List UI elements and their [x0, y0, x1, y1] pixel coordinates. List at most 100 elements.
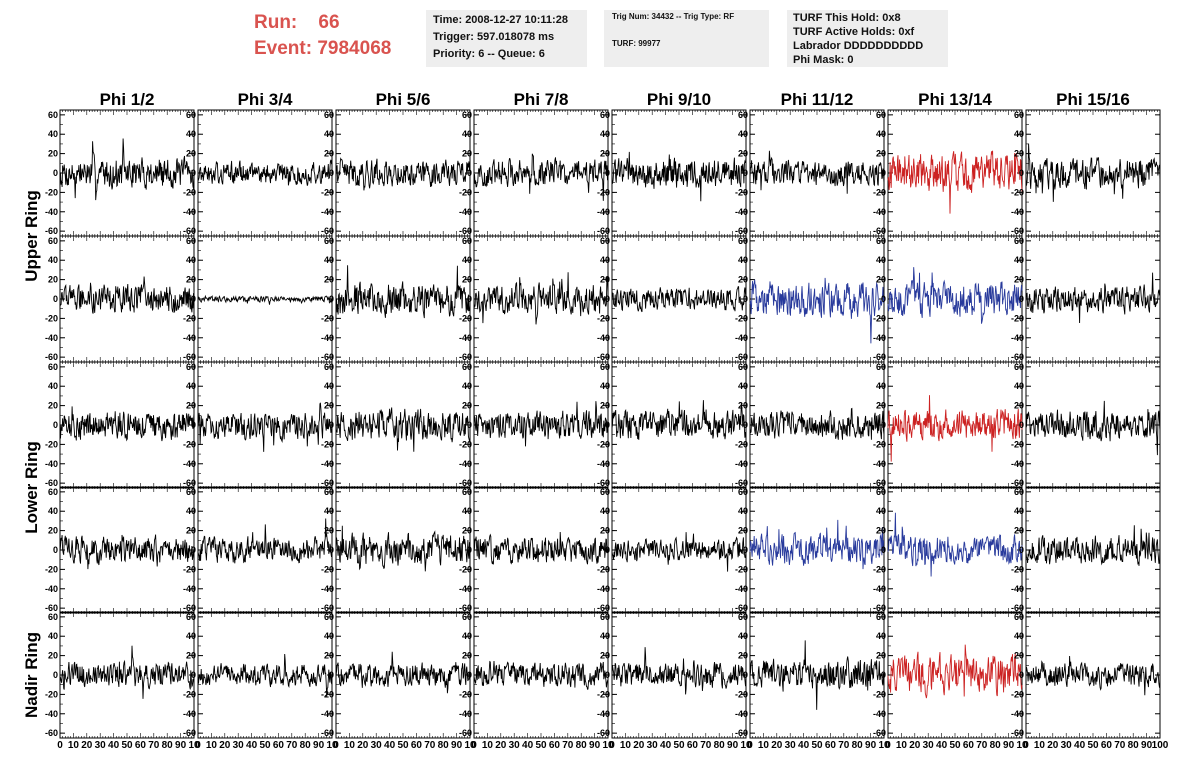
- y-tick-label: -60: [45, 352, 58, 362]
- y-tick-label: 0: [329, 420, 334, 430]
- y-tick-label: 0: [467, 670, 472, 680]
- y-tick-label: 0: [191, 294, 196, 304]
- y-tick-label: 40: [876, 129, 886, 139]
- y-tick-label: 40: [1014, 381, 1024, 391]
- waveform-trace: [59, 645, 195, 699]
- y-tick-label: -40: [1011, 584, 1024, 594]
- y-tick-label: -40: [873, 333, 886, 343]
- y-tick-label: 0: [467, 168, 472, 178]
- y-tick-label: 0: [881, 168, 886, 178]
- y-tick-label: 60: [48, 362, 58, 372]
- waveform-trace: [335, 651, 471, 694]
- y-tick-label: 0: [329, 168, 334, 178]
- y-tick-label: 60: [324, 110, 334, 120]
- y-tick-label: 0: [605, 168, 610, 178]
- y-tick-label: 20: [462, 275, 472, 285]
- y-tick-label: -40: [183, 333, 196, 343]
- run-label: Run: 66: [254, 12, 340, 34]
- y-tick-label: 20: [462, 651, 472, 661]
- y-tick-label: 60: [48, 236, 58, 246]
- y-tick-label: 0: [191, 168, 196, 178]
- y-tick-label: -20: [597, 187, 610, 197]
- y-tick-label: 60: [876, 236, 886, 246]
- y-tick-label: -40: [321, 459, 334, 469]
- y-tick-label: 60: [324, 612, 334, 622]
- waveform-trace: [197, 294, 332, 305]
- y-tick-label: 0: [53, 545, 58, 555]
- y-tick-label: 60: [600, 487, 610, 497]
- y-tick-label: -20: [873, 439, 886, 449]
- y-tick-label: -40: [873, 207, 886, 217]
- event-value: 7984068: [317, 38, 392, 59]
- waveform-trace: [611, 532, 747, 572]
- waveform-trace: [59, 276, 195, 314]
- labrador-line: Labrador DDDDDDDDDD: [793, 40, 924, 52]
- waveform-trace: [749, 519, 885, 570]
- panel-frame: [335, 109, 471, 237]
- y-tick-label: -20: [873, 187, 886, 197]
- y-tick-label: 60: [738, 236, 748, 246]
- column-label: Phi 5/6: [376, 90, 431, 109]
- y-tick-label: -40: [459, 333, 472, 343]
- y-tick-label: -60: [1011, 226, 1024, 236]
- y-tick-label: -20: [459, 564, 472, 574]
- y-tick-label: 40: [324, 129, 334, 139]
- y-tick-label: -60: [183, 603, 196, 613]
- y-tick-label: -40: [183, 207, 196, 217]
- turf-hold-info-box: TURF This Hold: 0x8 TURF Active Holds: 0…: [787, 10, 948, 67]
- y-tick-label: -40: [597, 207, 610, 217]
- y-tick-label: -40: [321, 333, 334, 343]
- y-tick-label: -60: [1011, 603, 1024, 613]
- y-tick-label: 40: [48, 129, 58, 139]
- y-tick-label: -20: [321, 439, 334, 449]
- y-tick-label: -60: [459, 603, 472, 613]
- y-tick-label: 60: [462, 110, 472, 120]
- y-tick-label: -60: [183, 728, 196, 738]
- y-tick-label: 40: [462, 506, 472, 516]
- y-tick-label: 20: [48, 526, 58, 536]
- time-trigger-info-box: Time: 2008-12-27 10:11:28 Trigger: 597.0…: [426, 10, 587, 67]
- y-tick-label: 60: [876, 487, 886, 497]
- y-tick-label: 0: [743, 545, 748, 555]
- y-tick-label: -20: [183, 439, 196, 449]
- y-tick-label: 60: [324, 487, 334, 497]
- y-tick-label: 20: [876, 401, 886, 411]
- y-tick-label: -40: [321, 207, 334, 217]
- y-tick-label: 60: [186, 110, 196, 120]
- waveform-trace: [335, 157, 471, 191]
- y-tick-label: 20: [1014, 275, 1024, 285]
- y-tick-label: 20: [600, 149, 610, 159]
- y-tick-label: 40: [462, 129, 472, 139]
- y-tick-label: -40: [45, 709, 58, 719]
- y-tick-label: -20: [45, 564, 58, 574]
- y-tick-label: 0: [1019, 294, 1024, 304]
- y-tick-label: 60: [48, 110, 58, 120]
- y-tick-label: -20: [597, 564, 610, 574]
- y-tick-label: -40: [45, 207, 58, 217]
- y-tick-label: 20: [462, 526, 472, 536]
- y-tick-label: 40: [876, 506, 886, 516]
- y-tick-label: -40: [735, 333, 748, 343]
- y-tick-label: 60: [1014, 487, 1024, 497]
- column-label: Phi 11/12: [781, 90, 854, 109]
- y-tick-label: -60: [597, 352, 610, 362]
- y-tick-label: 20: [324, 275, 334, 285]
- y-tick-label: 40: [462, 381, 472, 391]
- y-tick-label: -40: [459, 709, 472, 719]
- y-tick-label: -60: [321, 478, 334, 488]
- waveform-trace: [335, 525, 471, 572]
- y-tick-label: 60: [738, 487, 748, 497]
- y-tick-label: -40: [459, 207, 472, 217]
- y-tick-label: 20: [1014, 526, 1024, 536]
- y-tick-label: 40: [600, 381, 610, 391]
- y-tick-label: -20: [735, 439, 748, 449]
- trigger-line: Trigger: 597.018078 ms: [433, 31, 555, 43]
- y-tick-label: 20: [186, 275, 196, 285]
- waveform-trace: [59, 138, 195, 201]
- y-tick-label: 20: [48, 651, 58, 661]
- y-tick-label: 20: [600, 526, 610, 536]
- y-tick-label: 40: [876, 381, 886, 391]
- y-tick-label: -40: [873, 459, 886, 469]
- turf-line: TURF: 99977: [612, 39, 661, 48]
- waveform-trace: [473, 401, 609, 447]
